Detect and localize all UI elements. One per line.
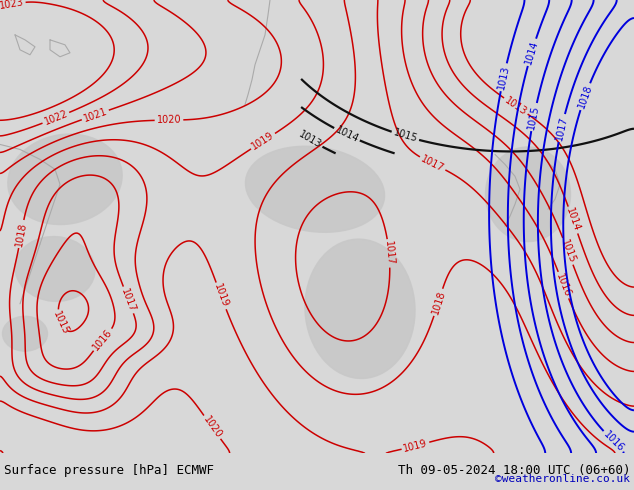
Text: 1013: 1013 — [503, 95, 529, 117]
Text: 1016: 1016 — [554, 272, 573, 298]
Text: 1022: 1022 — [42, 109, 69, 127]
Text: 1020: 1020 — [201, 415, 223, 440]
Text: 1015: 1015 — [559, 238, 577, 265]
Ellipse shape — [305, 239, 415, 378]
Text: 1019: 1019 — [403, 438, 429, 454]
Text: 1018: 1018 — [14, 221, 29, 247]
Text: 1013: 1013 — [297, 129, 323, 150]
Text: 1017: 1017 — [383, 241, 395, 266]
Ellipse shape — [486, 147, 571, 242]
Text: 1020: 1020 — [157, 115, 181, 125]
Text: 1017: 1017 — [419, 153, 446, 173]
Ellipse shape — [245, 146, 385, 232]
Text: 1019: 1019 — [212, 283, 230, 309]
Text: 1023: 1023 — [0, 0, 24, 11]
Text: 1017: 1017 — [119, 287, 138, 313]
Text: ©weatheronline.co.uk: ©weatheronline.co.uk — [495, 474, 630, 484]
Text: 1021: 1021 — [82, 106, 108, 123]
Text: Surface pressure [hPa] ECMWF: Surface pressure [hPa] ECMWF — [4, 464, 214, 477]
Text: 1019: 1019 — [250, 130, 276, 152]
Text: 1013: 1013 — [496, 64, 511, 90]
Text: 1016: 1016 — [602, 429, 626, 453]
Text: 1015: 1015 — [527, 104, 541, 130]
Text: 1014: 1014 — [333, 125, 360, 145]
Text: 1014: 1014 — [524, 39, 540, 66]
Text: 1014: 1014 — [564, 207, 582, 233]
Text: 1018: 1018 — [430, 289, 447, 316]
Text: 1015: 1015 — [51, 310, 70, 337]
Text: 1018: 1018 — [576, 83, 594, 110]
Ellipse shape — [15, 237, 95, 301]
Ellipse shape — [8, 134, 122, 224]
Text: 1017: 1017 — [554, 115, 569, 141]
Text: 1016: 1016 — [91, 327, 114, 352]
Text: 1015: 1015 — [392, 128, 418, 145]
Ellipse shape — [3, 316, 48, 351]
Text: Th 09-05-2024 18:00 UTC (06+60): Th 09-05-2024 18:00 UTC (06+60) — [398, 464, 630, 477]
